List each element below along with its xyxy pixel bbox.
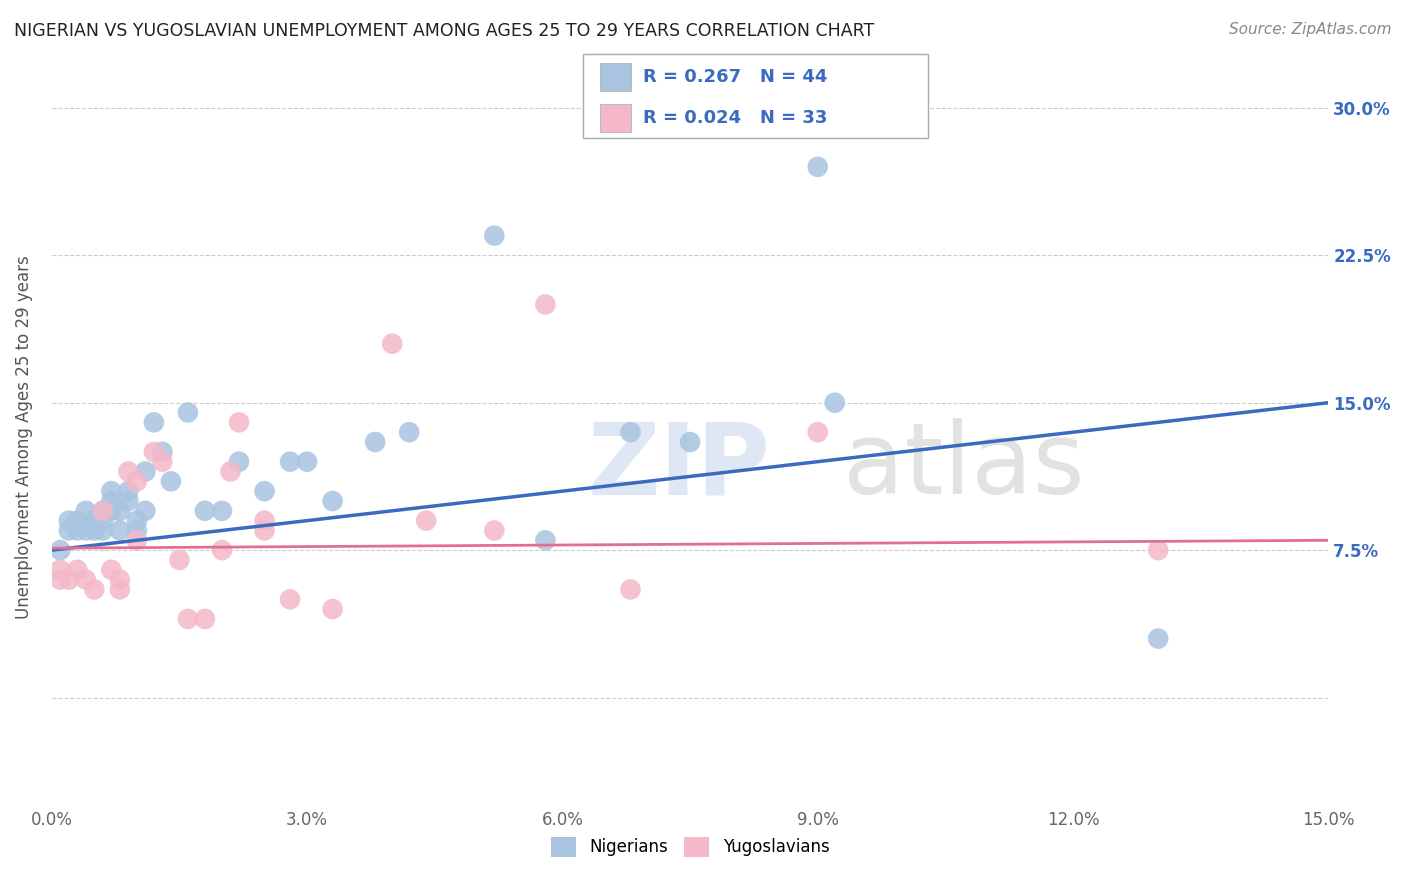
Point — [169, 553, 191, 567]
Point — [322, 602, 344, 616]
Point — [75, 524, 97, 538]
Point — [134, 504, 156, 518]
Point — [278, 592, 301, 607]
Point — [58, 514, 80, 528]
Point — [66, 514, 89, 528]
Point — [824, 395, 846, 409]
Point — [160, 475, 183, 489]
Point — [66, 563, 89, 577]
Point — [1147, 632, 1170, 646]
Point — [125, 514, 148, 528]
Point — [807, 425, 830, 440]
Text: R = 0.024   N = 33: R = 0.024 N = 33 — [643, 109, 827, 127]
Point — [211, 543, 233, 558]
Text: R = 0.267   N = 44: R = 0.267 N = 44 — [643, 68, 827, 87]
Text: NIGERIAN VS YUGOSLAVIAN UNEMPLOYMENT AMONG AGES 25 TO 29 YEARS CORRELATION CHART: NIGERIAN VS YUGOSLAVIAN UNEMPLOYMENT AMO… — [14, 22, 875, 40]
Point — [1147, 543, 1170, 558]
Point — [100, 494, 122, 508]
Point — [807, 160, 830, 174]
Point — [322, 494, 344, 508]
Point — [484, 524, 506, 538]
Point — [219, 465, 242, 479]
Point — [125, 475, 148, 489]
Point — [295, 455, 318, 469]
Point — [253, 524, 276, 538]
Point — [134, 465, 156, 479]
Point — [117, 484, 139, 499]
Point — [91, 524, 114, 538]
Point — [125, 524, 148, 538]
Point — [619, 582, 641, 597]
Point — [142, 445, 165, 459]
Point — [415, 514, 437, 528]
Point — [66, 524, 89, 538]
Point — [49, 573, 72, 587]
Point — [75, 504, 97, 518]
Point — [91, 504, 114, 518]
Point — [194, 612, 217, 626]
Point — [108, 504, 131, 518]
Point — [679, 435, 702, 450]
Y-axis label: Unemployment Among Ages 25 to 29 years: Unemployment Among Ages 25 to 29 years — [15, 255, 32, 619]
Point — [484, 228, 506, 243]
Point — [228, 415, 250, 429]
Point — [83, 582, 105, 597]
Point — [91, 504, 114, 518]
Text: ZIP: ZIP — [588, 418, 770, 515]
Point — [117, 494, 139, 508]
Point — [194, 504, 217, 518]
Point — [278, 455, 301, 469]
Point — [534, 297, 557, 311]
Point — [398, 425, 420, 440]
Point — [58, 573, 80, 587]
Point — [100, 504, 122, 518]
Point — [108, 524, 131, 538]
Point — [364, 435, 387, 450]
Point — [100, 563, 122, 577]
Point — [211, 504, 233, 518]
Point — [83, 514, 105, 528]
Point — [177, 405, 200, 419]
Point — [619, 425, 641, 440]
Point — [177, 612, 200, 626]
Point — [142, 415, 165, 429]
Point — [150, 455, 173, 469]
Point — [108, 573, 131, 587]
Point — [117, 465, 139, 479]
Point — [83, 514, 105, 528]
Point — [108, 582, 131, 597]
Point — [534, 533, 557, 548]
Point — [150, 445, 173, 459]
Point — [381, 336, 404, 351]
Point — [253, 514, 276, 528]
Text: Source: ZipAtlas.com: Source: ZipAtlas.com — [1229, 22, 1392, 37]
Point — [49, 563, 72, 577]
Point — [91, 514, 114, 528]
Point — [83, 524, 105, 538]
Point — [228, 455, 250, 469]
Point — [75, 573, 97, 587]
Point — [49, 543, 72, 558]
Point — [58, 524, 80, 538]
Text: atlas: atlas — [844, 418, 1085, 515]
Legend: Nigerians, Yugoslavians: Nigerians, Yugoslavians — [544, 830, 837, 863]
Point — [100, 484, 122, 499]
Point — [125, 533, 148, 548]
Point — [253, 484, 276, 499]
